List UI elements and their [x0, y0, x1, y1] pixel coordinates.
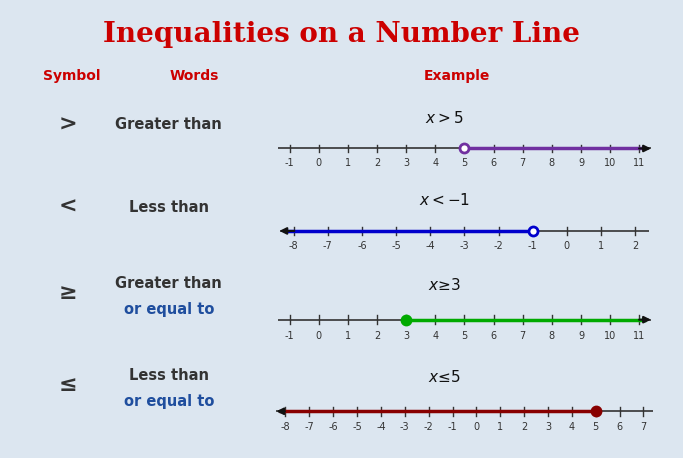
Text: -1: -1: [285, 331, 294, 341]
Text: $\mathit{x≤5}$: $\mathit{x≤5}$: [428, 369, 461, 385]
Text: Symbol: Symbol: [43, 69, 100, 82]
Text: 9: 9: [578, 331, 584, 341]
Text: 2: 2: [632, 241, 639, 251]
Text: 2: 2: [374, 158, 380, 168]
Text: -7: -7: [323, 241, 333, 251]
Text: -7: -7: [305, 422, 314, 432]
Text: -3: -3: [460, 241, 469, 251]
Text: Less than: Less than: [128, 200, 209, 214]
Text: -1: -1: [528, 241, 538, 251]
Text: 8: 8: [548, 158, 555, 168]
Text: 1: 1: [598, 241, 604, 251]
Text: Greater than: Greater than: [115, 117, 222, 132]
Text: $\mathit{x≥3}$: $\mathit{x≥3}$: [428, 278, 461, 293]
Text: 3: 3: [403, 331, 409, 341]
Text: Less than: Less than: [128, 368, 209, 383]
Text: ≥: ≥: [59, 283, 78, 303]
Text: 5: 5: [461, 158, 468, 168]
Text: Inequalities on a Number Line: Inequalities on a Number Line: [103, 21, 580, 48]
Text: 5: 5: [461, 331, 468, 341]
Text: 5: 5: [593, 422, 599, 432]
Text: -1: -1: [285, 158, 294, 168]
Text: 11: 11: [633, 331, 645, 341]
Text: or equal to: or equal to: [124, 302, 214, 317]
Text: -3: -3: [400, 422, 410, 432]
Text: $\mathit{x < -1}$: $\mathit{x < -1}$: [419, 192, 470, 208]
Text: <: <: [59, 197, 78, 217]
Text: 11: 11: [633, 158, 645, 168]
Text: >: >: [59, 114, 78, 135]
Text: 1: 1: [345, 158, 351, 168]
Text: 10: 10: [604, 331, 616, 341]
Text: 2: 2: [374, 331, 380, 341]
Text: -5: -5: [391, 241, 401, 251]
Text: 4: 4: [569, 422, 575, 432]
Text: Example: Example: [424, 69, 490, 82]
Text: 0: 0: [316, 331, 322, 341]
Text: 7: 7: [640, 422, 647, 432]
Text: $\mathit{x > 5}$: $\mathit{x > 5}$: [426, 109, 464, 125]
Text: Words: Words: [169, 69, 219, 82]
Text: 1: 1: [497, 422, 503, 432]
Text: 6: 6: [490, 158, 497, 168]
Text: 0: 0: [316, 158, 322, 168]
Text: 3: 3: [403, 158, 409, 168]
Text: 4: 4: [432, 331, 438, 341]
Text: 1: 1: [345, 331, 351, 341]
Text: Greater than: Greater than: [115, 277, 222, 291]
Text: 9: 9: [578, 158, 584, 168]
Text: 7: 7: [520, 331, 526, 341]
Text: 0: 0: [564, 241, 570, 251]
Text: -2: -2: [423, 422, 434, 432]
Text: 6: 6: [490, 331, 497, 341]
Text: 0: 0: [473, 422, 479, 432]
Text: -6: -6: [329, 422, 338, 432]
Text: ≤: ≤: [59, 375, 78, 395]
Text: -2: -2: [494, 241, 503, 251]
Text: -1: -1: [447, 422, 458, 432]
Text: 8: 8: [548, 331, 555, 341]
Text: 2: 2: [521, 422, 527, 432]
Text: -5: -5: [352, 422, 362, 432]
Text: 6: 6: [617, 422, 623, 432]
Text: -8: -8: [281, 422, 290, 432]
Text: 4: 4: [432, 158, 438, 168]
Text: 10: 10: [604, 158, 616, 168]
Text: -8: -8: [289, 241, 298, 251]
Text: -6: -6: [357, 241, 367, 251]
Text: -4: -4: [376, 422, 386, 432]
Text: or equal to: or equal to: [124, 394, 214, 409]
Text: -4: -4: [426, 241, 435, 251]
Text: 3: 3: [545, 422, 551, 432]
Text: 7: 7: [520, 158, 526, 168]
